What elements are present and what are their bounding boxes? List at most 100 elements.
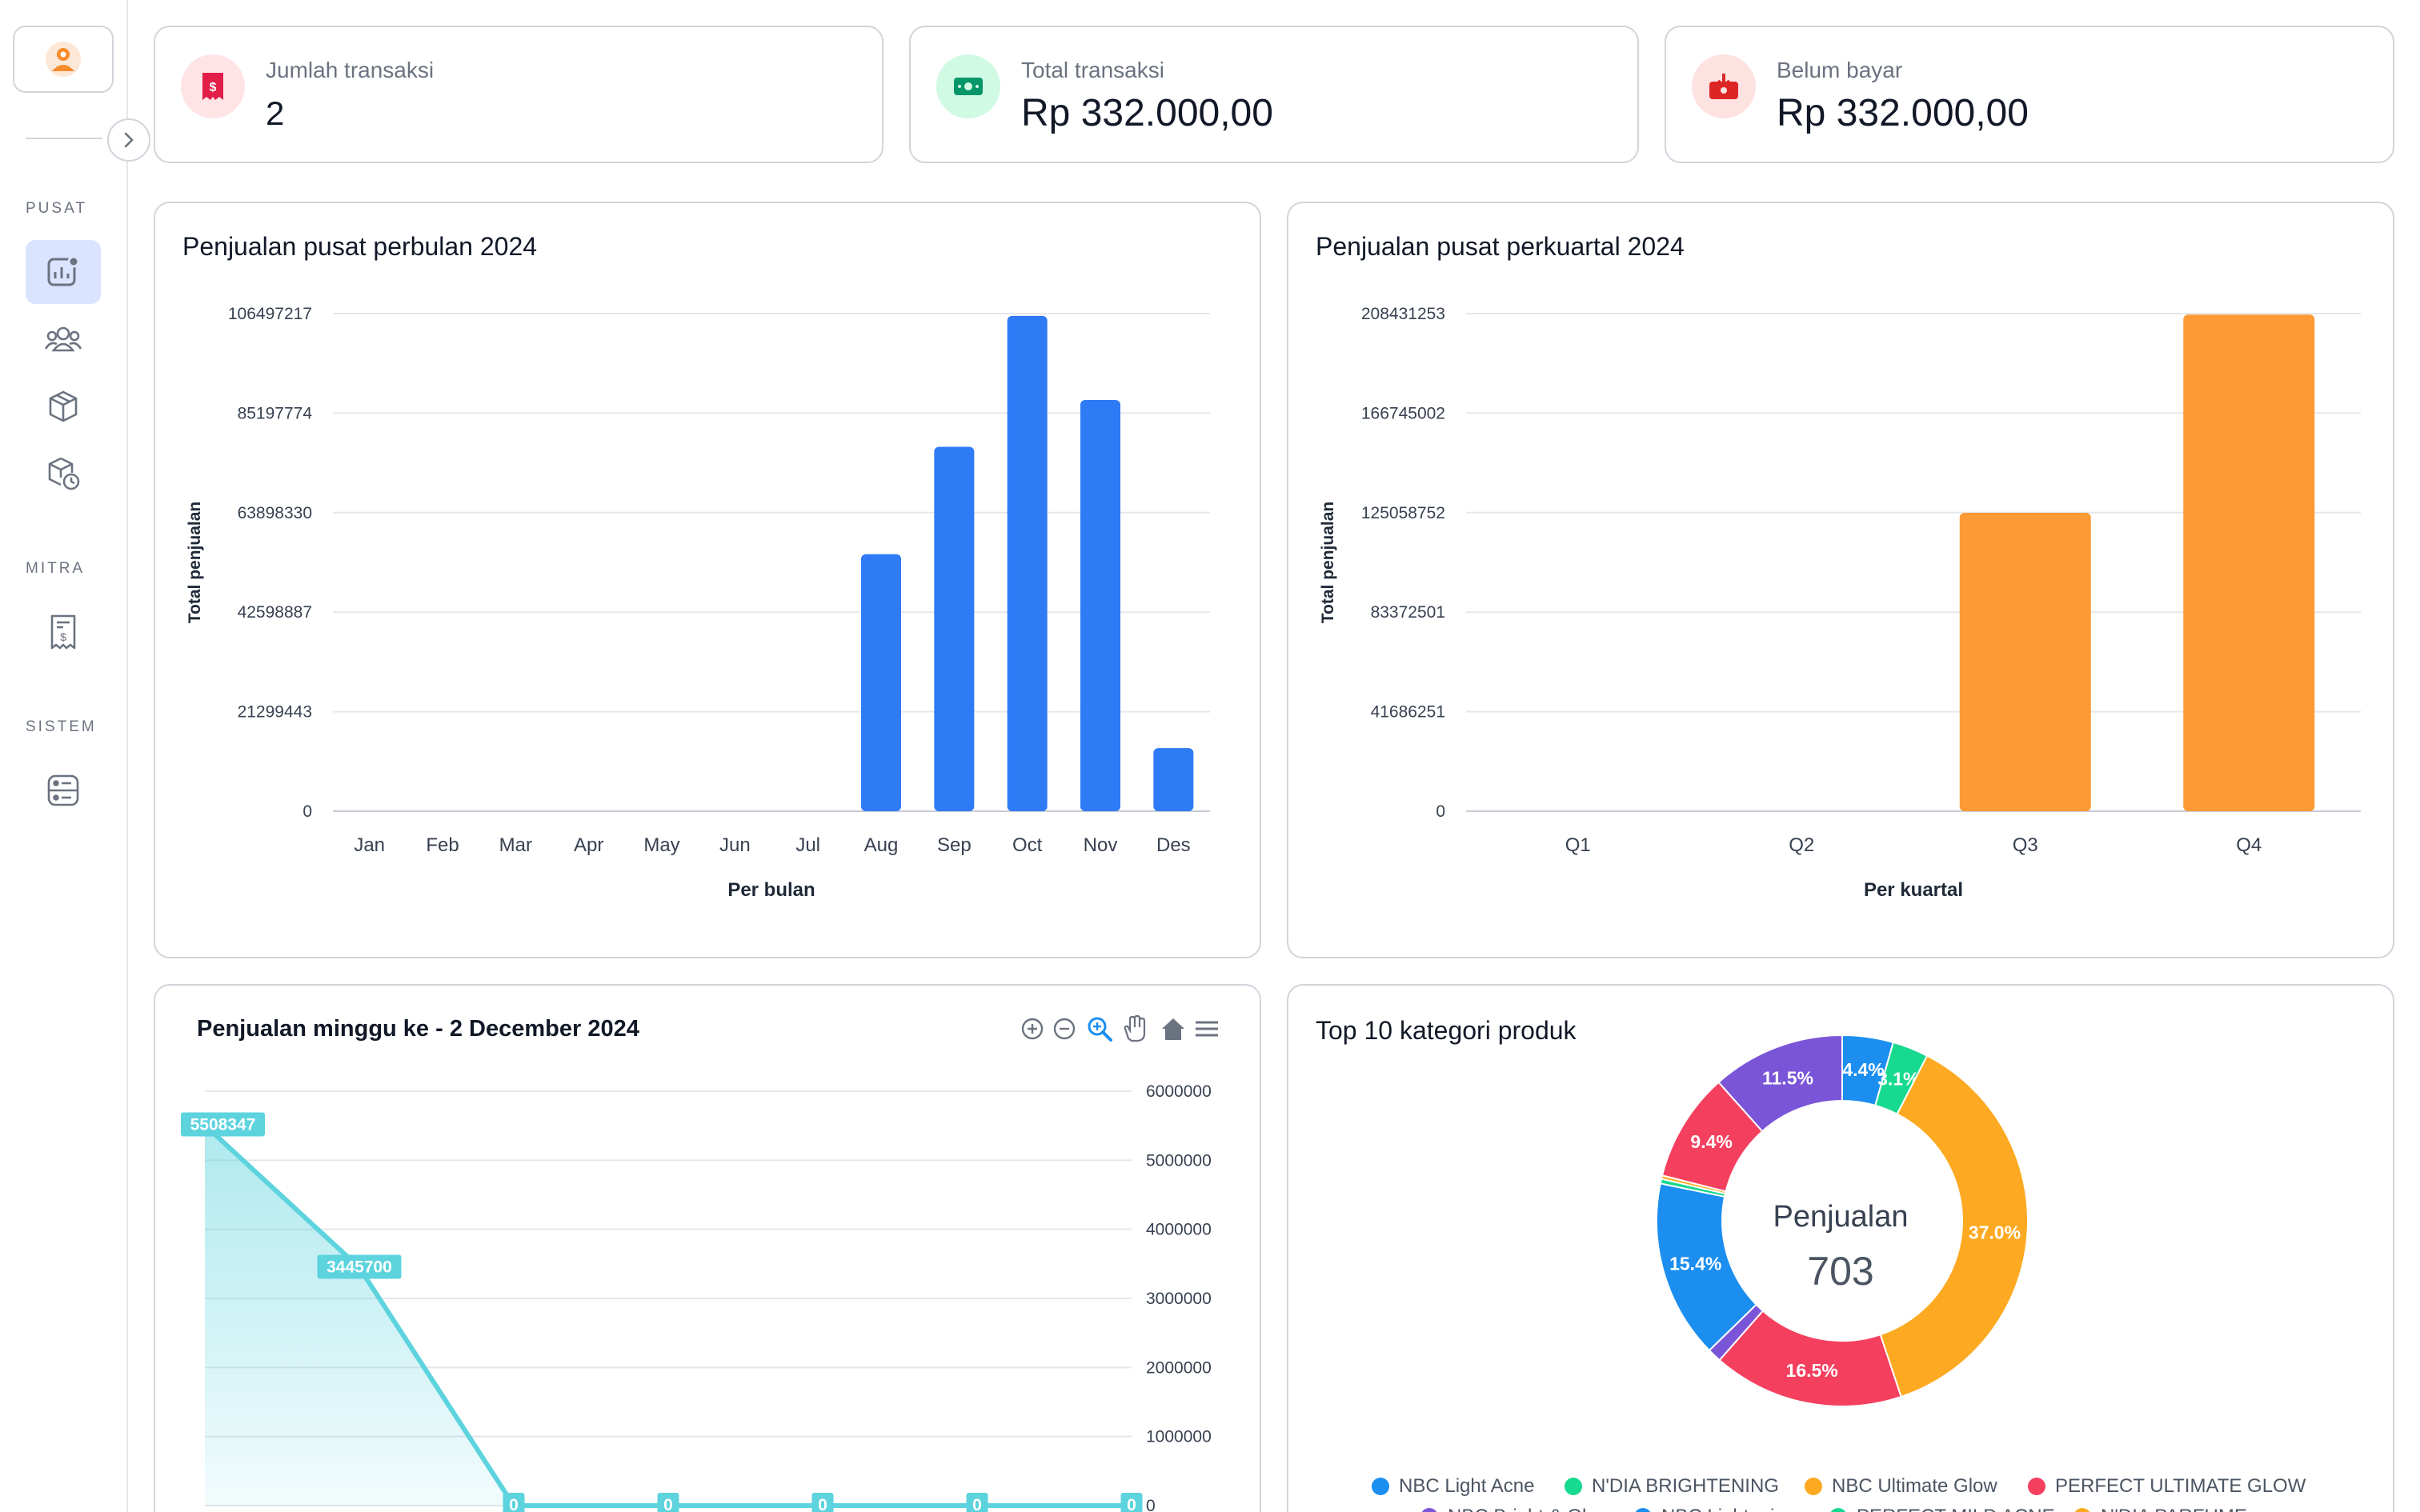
slice-label: 9.4% [1690, 1131, 1732, 1152]
x-tick-label: Aug [864, 834, 899, 856]
y-tick-label: 3000000 [1146, 1290, 1212, 1308]
sidebar-item-products[interactable] [26, 374, 101, 438]
y-tick-label: 63898330 [238, 504, 312, 522]
y-tick-label: 208431253 [1361, 305, 1445, 323]
x-tick-label: Q3 [2013, 834, 2038, 856]
x-tick-label: Mar [499, 834, 532, 856]
quarterly-bar-chart: 0 41686251 83372501 125058752 166745002 20843… [1319, 305, 2361, 901]
y-tick-label: 2000000 [1146, 1358, 1212, 1377]
legend-item[interactable]: PERFECT ULTIMATE GLOW [2028, 1475, 2306, 1498]
legend-marker [1805, 1478, 1822, 1495]
quarterly-sales-panel: Penjualan pusat perkuartal 2024 0 4168625… [1287, 202, 2394, 958]
data-label-bg [811, 1493, 834, 1512]
sidebar-divider [26, 138, 102, 139]
x-tick-label: Jan [354, 834, 385, 856]
chevron-right-icon [124, 132, 134, 148]
y-tick-label: 5000000 [1146, 1151, 1212, 1170]
x-tick-label: Des [1156, 834, 1191, 856]
pie-slice [1717, 1034, 1843, 1133]
slice-label: 16.5% [1786, 1360, 1838, 1381]
magnify-icon[interactable] [1085, 1014, 1114, 1043]
x-tick-label: Q2 [1789, 834, 1814, 856]
menu-icon[interactable] [1192, 1014, 1221, 1043]
sidebar-section-mitra: MITRA [26, 560, 86, 577]
box-icon [49, 390, 78, 422]
donut-center-label: Penjualan [1773, 1200, 1909, 1234]
legend-item[interactable]: NBC Light Acne [1372, 1475, 1534, 1498]
sidebar: PUSAT MITRA $ SISTEM [0, 0, 128, 1512]
x-tick-label: Q4 [2236, 834, 2262, 856]
legend-label: NBC Ultimate Glow [1832, 1475, 1997, 1497]
y-axis-label: Total penjualan [186, 502, 204, 623]
app-logo[interactable] [13, 26, 114, 93]
box-clock-icon [48, 457, 80, 490]
sidebar-item-dashboard[interactable] [26, 240, 101, 304]
x-axis-label: Per kuartal [1864, 879, 1963, 901]
x-tick-label: Nov [1084, 834, 1118, 856]
y-tick-label: 0 [1146, 1497, 1156, 1512]
legend-item[interactable]: NBC Lightening [1634, 1506, 1796, 1512]
legend-item[interactable]: NBC Bright & Glow [1420, 1506, 1611, 1512]
stat-card-total-transaction: Total transaksi Rp 332.000,00 [909, 26, 1639, 163]
sidebar-item-stock[interactable] [26, 442, 101, 506]
bar [861, 554, 901, 811]
y-tick-label: 42598887 [238, 603, 312, 622]
x-axis-label: Per bulan [727, 879, 815, 901]
x-tick-label: Q1 [1565, 834, 1591, 856]
data-label-bg [657, 1493, 679, 1512]
svg-text:$: $ [210, 81, 217, 94]
cash-icon [936, 54, 1000, 118]
sidebar-section-pusat: PUSAT [26, 200, 87, 217]
slice-label: 15.4% [1669, 1254, 1721, 1274]
legend-marker [1372, 1478, 1389, 1495]
data-label: 0 [1127, 1496, 1136, 1512]
legend-item[interactable]: N'DIA BRIGHTENING [1565, 1475, 1779, 1498]
bar [2183, 314, 2315, 811]
receipt-icon: $ [181, 54, 245, 118]
y-axis-label: Total penjualan [1319, 502, 1337, 623]
data-label: 3445700 [327, 1258, 392, 1277]
legend-label: N'DIA BRIGHTENING [1592, 1475, 1779, 1497]
zoom-out-icon[interactable] [1050, 1014, 1079, 1043]
pie-slice [1879, 1054, 2029, 1398]
pan-icon[interactable] [1120, 1014, 1149, 1043]
data-label-bg [966, 1493, 988, 1512]
bar [1080, 400, 1120, 811]
legend-item[interactable]: PERFECT MILD ACNE [1829, 1506, 2055, 1512]
weekly-sales-panel: Penjualan minggu ke - 2 December 2024 0 1… [154, 984, 1261, 1512]
stat-card-unpaid: Belum bayar Rp 332.000,00 [1665, 26, 2394, 163]
data-label-bg [1120, 1493, 1143, 1512]
monthly-sales-panel: Penjualan pusat perbulan 2024 0 21299443 4… [154, 202, 1261, 958]
y-tick-label: 0 [1436, 802, 1445, 821]
unpaid-icon [1692, 54, 1756, 118]
home-icon[interactable] [1159, 1014, 1188, 1043]
legend-marker [1420, 1508, 1438, 1512]
data-label: 0 [663, 1496, 673, 1512]
legend-marker [2028, 1478, 2045, 1495]
server-settings-icon [47, 774, 79, 806]
legend-item[interactable]: N'DIA PARFUME [2073, 1506, 2247, 1512]
y-tick-label: 0 [302, 802, 312, 821]
y-tick-label: 85197774 [238, 404, 313, 422]
zoom-in-icon[interactable] [1018, 1014, 1047, 1043]
sidebar-item-settings[interactable] [26, 758, 101, 822]
data-label: 5508347 [190, 1115, 256, 1134]
legend-item[interactable]: NBC Ultimate Glow [1805, 1475, 1997, 1498]
y-tick-label: 6000000 [1146, 1082, 1212, 1101]
y-tick-label: 125058752 [1361, 504, 1445, 522]
legend-label: PERFECT ULTIMATE GLOW [2055, 1475, 2306, 1497]
weekly-chart-title: Penjualan minggu ke - 2 December 2024 [197, 1016, 639, 1042]
stat-label: Jumlah transaksi [266, 58, 435, 82]
stat-value: Rp 332.000,00 [1777, 92, 2029, 134]
user-logo-icon [46, 42, 81, 77]
data-label-bg [503, 1493, 525, 1512]
sidebar-toggle-button[interactable] [107, 118, 150, 162]
y-tick-label: 166745002 [1361, 404, 1445, 422]
stat-label: Total transaksi [1021, 58, 1164, 82]
monthly-chart-title: Penjualan pusat perbulan 2024 [182, 232, 538, 261]
data-label-bg [317, 1254, 402, 1279]
sidebar-item-invoice[interactable]: $ [26, 600, 101, 664]
legend-label: NBC Bright & Glow [1448, 1506, 1611, 1512]
data-label: 0 [818, 1496, 827, 1512]
sidebar-item-users[interactable] [26, 307, 101, 371]
